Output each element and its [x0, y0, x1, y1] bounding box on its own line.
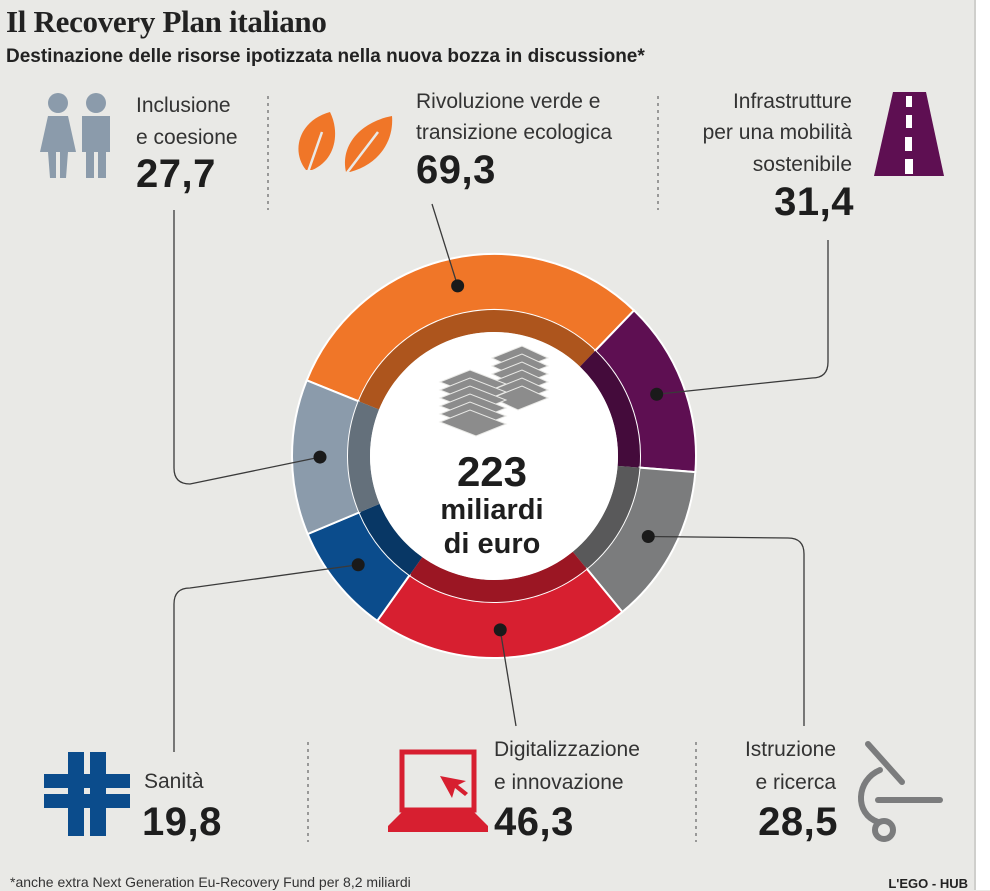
leader-dot — [641, 530, 655, 544]
donut-slice-inner-band — [348, 401, 380, 513]
leader-line — [656, 240, 829, 395]
microscope-icon — [858, 741, 943, 842]
label-inclusione-line2: e coesione — [136, 126, 238, 149]
chart-subtitle: Destinazione delle risorse ipotizzata ne… — [6, 46, 645, 67]
center-total: 223 — [456, 448, 528, 495]
center-unit-line1: miliardi — [440, 494, 544, 526]
donut-slice-inner-band — [358, 310, 596, 410]
donut-slice-inner-band — [359, 503, 423, 576]
donut-slices — [291, 253, 697, 659]
label-inclusione-line1: Inclusione — [136, 94, 231, 117]
laptop-icon — [388, 749, 488, 832]
leader-dot — [313, 450, 327, 464]
label-verde-line2: transizione ecologica — [416, 121, 613, 144]
people-icon — [40, 93, 110, 178]
leader-line — [173, 210, 321, 485]
leader-line — [499, 629, 517, 727]
value-sanita: 19,8 — [142, 800, 222, 844]
leader-line — [431, 203, 459, 287]
label-digital-line1: Digitalizzazione — [494, 738, 640, 761]
value-istruzione: 28,5 — [758, 800, 838, 844]
leaves-icon — [298, 112, 393, 175]
leader-lines — [173, 203, 829, 752]
label-digital-line2: e innovazione — [494, 771, 624, 794]
leader-line — [648, 535, 805, 726]
label-infra-line1: Infrastrutture — [732, 90, 852, 113]
money-stack-icon — [438, 345, 550, 437]
label-infra-line2: per una mobilità — [702, 121, 852, 144]
value-infra: 31,4 — [774, 180, 854, 224]
label-sanita: Sanità — [144, 770, 204, 793]
label-infra-line3: sostenibile — [752, 153, 852, 176]
page-edge — [974, 0, 990, 890]
chart-title: Il Recovery Plan italiano — [6, 4, 327, 39]
leader-dot — [650, 387, 664, 401]
donut-hole — [370, 332, 618, 580]
health-cross-icon — [44, 752, 130, 836]
credit: L'EGO - HUB — [888, 876, 968, 891]
donut-slice-inner-band — [409, 551, 587, 602]
leader-dots — [313, 279, 664, 637]
center-unit-line2: di euro — [443, 528, 541, 560]
label-istruzione-line1: Istruzione — [744, 738, 836, 761]
footnote: *anche extra Next Generation Eu-Recovery… — [10, 874, 411, 890]
leader-line — [173, 564, 359, 752]
label-istruzione-line2: e ricerca — [755, 771, 836, 794]
road-icon — [874, 92, 944, 176]
value-verde: 69,3 — [416, 148, 496, 192]
leader-dot — [351, 558, 365, 572]
label-verde-line1: Rivoluzione verde e — [416, 90, 601, 113]
leader-dot — [451, 279, 465, 293]
donut-slice-inner-band — [572, 465, 640, 569]
donut-slice-inner-band — [579, 350, 640, 468]
leader-dot — [493, 623, 507, 637]
value-digital: 46,3 — [494, 800, 574, 844]
value-inclusione: 27,7 — [136, 152, 216, 196]
